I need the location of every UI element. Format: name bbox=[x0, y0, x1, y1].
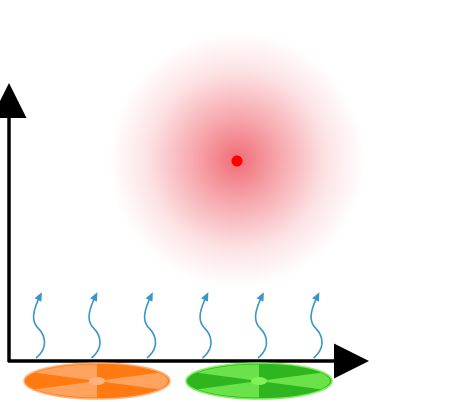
green-disk-sector bbox=[197, 381, 259, 398]
green-disk-sector bbox=[259, 372, 330, 390]
disks bbox=[23, 362, 333, 400]
green-disk-hub bbox=[251, 377, 267, 385]
wave-arrow-5 bbox=[254, 292, 268, 359]
wave-arrow-4 bbox=[199, 292, 212, 359]
wave-arrow-1 bbox=[32, 292, 46, 359]
wave-arrows bbox=[32, 292, 323, 359]
orange-disk bbox=[23, 362, 171, 400]
wave-arrow-6 bbox=[310, 292, 323, 359]
wave-arrow-3 bbox=[143, 292, 157, 359]
green-disk-sector bbox=[197, 364, 259, 381]
orange-disk-sector bbox=[35, 381, 97, 398]
source-dot bbox=[231, 155, 243, 167]
orange-disk-sector bbox=[35, 364, 97, 381]
wave-arrow-2 bbox=[88, 292, 101, 359]
orange-disk-hub bbox=[89, 377, 105, 385]
green-disk bbox=[185, 362, 333, 400]
orange-disk-sector bbox=[97, 372, 168, 390]
